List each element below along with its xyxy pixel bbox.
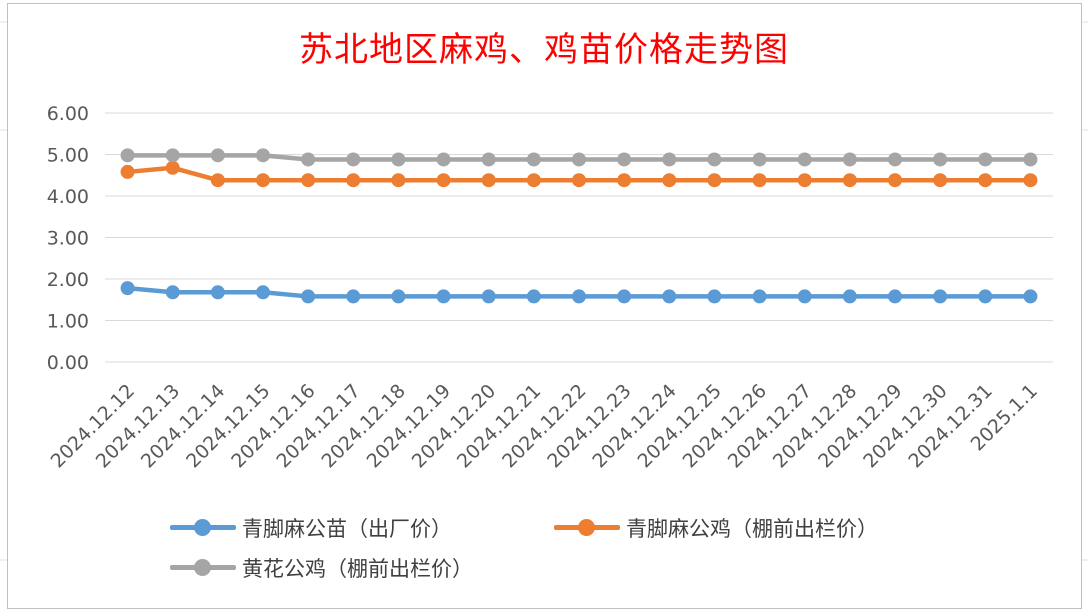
legend-swatch-series-3 (170, 554, 236, 582)
legend-swatch-series-2 (554, 514, 620, 542)
data-point-series-3 (210, 148, 225, 163)
data-point-series-1 (120, 281, 135, 296)
data-point-series-2 (797, 173, 812, 188)
data-point-series-3 (888, 152, 902, 167)
data-point-series-1 (797, 289, 812, 304)
data-point-series-3 (301, 152, 316, 167)
data-point-series-2 (888, 173, 902, 188)
data-point-series-3 (797, 152, 812, 167)
data-point-series-2 (346, 173, 361, 188)
legend-item-series-3: 黄花公鸡（棚前出栏价） (170, 554, 473, 582)
data-point-series-1 (436, 289, 451, 304)
data-point-series-2 (572, 173, 586, 188)
data-point-series-3 (933, 152, 948, 167)
legend-item-series-2: 青脚麻公鸡（棚前出栏价） (554, 514, 878, 542)
data-point-series-1 (256, 285, 270, 300)
data-point-series-1 (301, 289, 316, 304)
legend-label-series-1: 青脚麻公苗（出厂价） (242, 517, 452, 541)
data-point-series-3 (662, 152, 677, 167)
legend-marker-series-2 (578, 519, 595, 536)
data-point-series-2 (752, 173, 767, 188)
chart-legend: 青脚麻公苗（出厂价） 青脚麻公鸡（棚前出栏价） 黄花公鸡（棚前出栏价） (170, 514, 1070, 594)
data-point-series-1 (617, 289, 632, 304)
legend-swatch-series-1 (170, 514, 236, 542)
data-point-series-3 (1023, 152, 1038, 167)
data-point-series-1 (526, 289, 541, 304)
data-point-series-2 (933, 173, 948, 188)
y-tick-label: 6.00 (47, 103, 89, 125)
data-point-series-1 (391, 289, 406, 304)
data-point-series-3 (617, 152, 632, 167)
data-point-series-2 (662, 173, 677, 188)
y-tick-label: 4.00 (47, 186, 89, 208)
data-point-series-2 (617, 173, 632, 188)
data-point-series-3 (436, 152, 451, 167)
legend-item-series-1: 青脚麻公苗（出厂价） (170, 514, 452, 542)
data-point-series-1 (888, 289, 902, 304)
y-tick-label: 0.00 (47, 352, 89, 374)
y-tick-label: 5.00 (47, 145, 89, 167)
data-point-series-2 (165, 160, 180, 175)
data-point-series-1 (481, 289, 496, 304)
data-point-series-1 (842, 289, 857, 304)
y-tick-label: 1.00 (47, 311, 89, 333)
data-point-series-2 (256, 173, 270, 188)
data-point-series-1 (707, 289, 722, 304)
data-point-series-3 (842, 152, 857, 167)
data-point-series-1 (933, 289, 948, 304)
data-point-series-3 (526, 152, 541, 167)
data-point-series-3 (978, 152, 993, 167)
data-point-series-1 (662, 289, 677, 304)
data-point-series-1 (572, 289, 586, 304)
data-point-series-3 (391, 152, 406, 167)
data-point-series-1 (1023, 289, 1038, 304)
legend-marker-series-3 (194, 559, 211, 576)
data-point-series-3 (752, 152, 767, 167)
legend-marker-series-1 (194, 519, 211, 536)
data-point-series-1 (978, 289, 993, 304)
data-point-series-2 (526, 173, 541, 188)
data-point-series-3 (707, 152, 722, 167)
data-point-series-1 (752, 289, 767, 304)
data-point-series-2 (1023, 173, 1038, 188)
data-point-series-3 (481, 152, 496, 167)
legend-label-series-2: 青脚麻公鸡（棚前出栏价） (626, 517, 878, 541)
y-tick-label: 3.00 (47, 228, 89, 250)
legend-label-series-3: 黄花公鸡（棚前出栏价） (242, 557, 473, 581)
data-point-series-3 (165, 148, 180, 163)
data-point-series-1 (346, 289, 361, 304)
data-point-series-2 (120, 164, 135, 179)
data-point-series-3 (572, 152, 586, 167)
data-point-series-3 (120, 148, 135, 163)
data-point-series-2 (481, 173, 496, 188)
data-point-series-2 (707, 173, 722, 188)
data-point-series-2 (391, 173, 406, 188)
data-point-series-2 (301, 173, 316, 188)
data-point-series-2 (978, 173, 993, 188)
data-point-series-2 (210, 173, 225, 188)
y-tick-label: 2.00 (47, 269, 89, 291)
data-point-series-1 (165, 285, 180, 300)
data-point-series-2 (842, 173, 857, 188)
chart-area[interactable] (7, 3, 1082, 609)
data-point-series-1 (210, 285, 225, 300)
data-point-series-3 (346, 152, 361, 167)
data-point-series-3 (256, 148, 270, 163)
chart-title: 苏北地区麻鸡、鸡苗价格走势图 (299, 30, 789, 70)
data-point-series-2 (436, 173, 451, 188)
